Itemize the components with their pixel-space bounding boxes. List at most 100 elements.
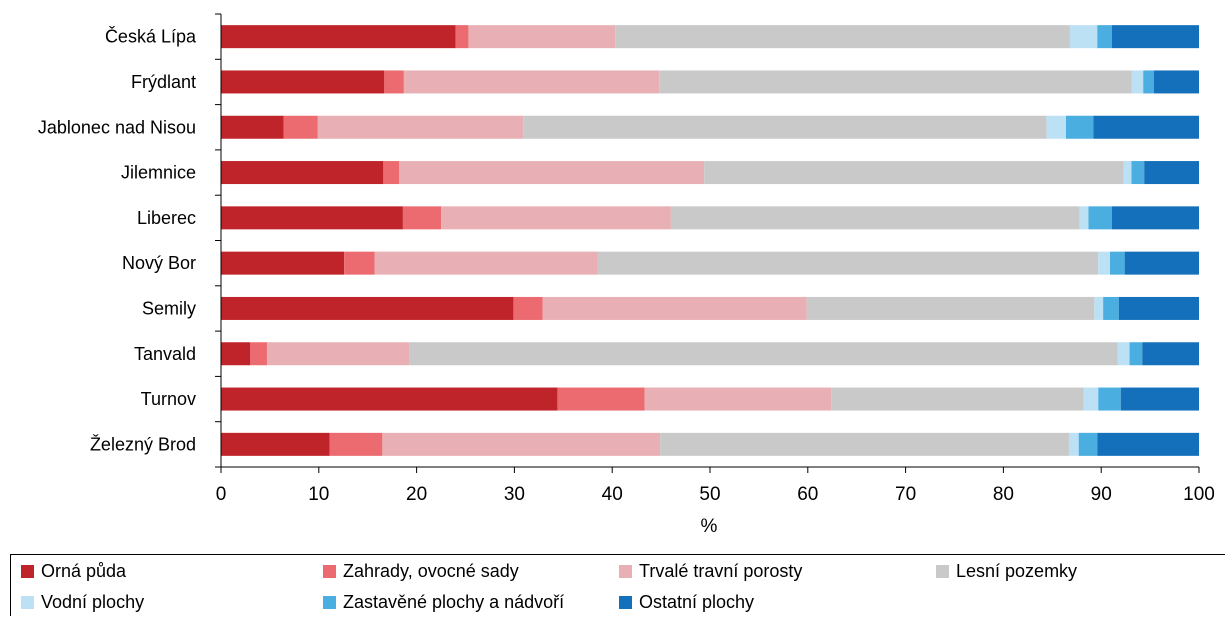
- legend-label: Zastavěné plochy a nádvoří: [343, 592, 565, 612]
- x-tick-label: 100: [1183, 484, 1215, 505]
- legend-swatch: [936, 565, 949, 578]
- bar-segment-10-2: [329, 432, 383, 456]
- bar-segment-5-6: [1088, 206, 1112, 230]
- bar-segment-8-6: [1129, 342, 1143, 366]
- x-tick-label: 50: [699, 484, 720, 505]
- legend-item: Orná půda: [21, 561, 126, 582]
- legend-item: Zastavěné plochy a nádvoří: [323, 592, 564, 613]
- y-tick-label: Jilemnice: [121, 163, 196, 183]
- bar-segment-7-5: [1094, 296, 1104, 320]
- bar-segment-6-3: [374, 251, 598, 275]
- bar-segment-3-3: [317, 115, 524, 139]
- bar-segment-1-4: [615, 25, 1070, 49]
- bar-segment-9-7: [1120, 387, 1199, 411]
- bar-segment-8-3: [266, 342, 410, 366]
- bar-segment-3-7: [1093, 115, 1199, 139]
- bar-segment-2-7: [1154, 70, 1199, 94]
- bar-segment-6-5: [1098, 251, 1111, 275]
- x-tick-label: 0: [216, 484, 227, 505]
- bar-segment-4-1: [221, 161, 384, 185]
- bar-segment-8-5: [1117, 342, 1130, 366]
- y-tick-label: Frýdlant: [131, 72, 196, 92]
- bar-segment-1-5: [1069, 25, 1098, 49]
- bar-segment-5-4: [670, 206, 1080, 230]
- bar-segment-9-3: [644, 387, 832, 411]
- bar-segment-1-6: [1097, 25, 1112, 49]
- bar-segment-8-1: [221, 342, 251, 366]
- x-tick-label: 80: [993, 484, 1014, 505]
- x-axis-label: %: [701, 516, 718, 537]
- bar-segment-5-2: [402, 206, 442, 230]
- bar-segment-4-2: [383, 161, 399, 185]
- y-tick-label: Jablonec nad Nisou: [38, 117, 196, 137]
- bar-segment-1-2: [455, 25, 469, 49]
- legend-swatch: [21, 565, 34, 578]
- bar-segment-2-4: [659, 70, 1132, 94]
- legend-swatch: [21, 596, 34, 609]
- bar-segment-1-7: [1111, 25, 1199, 49]
- bar-segment-9-5: [1083, 387, 1099, 411]
- bar-segment-6-2: [344, 251, 375, 275]
- bar-segment-2-1: [221, 70, 385, 94]
- x-tick-label: 40: [602, 484, 623, 505]
- legend-item: Vodní plochy: [21, 592, 144, 613]
- y-tick-label: Turnov: [141, 389, 196, 409]
- y-tick-label: Železný Brod: [90, 434, 196, 454]
- legend-item: Zahrady, ovocné sady: [323, 561, 519, 582]
- bar-segment-2-3: [403, 70, 660, 94]
- bar-segment-5-7: [1111, 206, 1199, 230]
- legend-swatch: [323, 596, 336, 609]
- bar-segment-6-7: [1124, 251, 1199, 275]
- bar-segment-6-6: [1110, 251, 1125, 275]
- legend-swatch: [619, 565, 632, 578]
- y-tick-label: Tanvald: [134, 344, 196, 364]
- bar-segment-7-6: [1103, 296, 1119, 320]
- legend-label: Vodní plochy: [41, 592, 145, 612]
- bar-segment-8-2: [250, 342, 267, 366]
- bar-segment-8-7: [1142, 342, 1199, 366]
- bar-segment-6-4: [597, 251, 1099, 275]
- bar-segment-8-4: [409, 342, 1118, 366]
- bar-segment-1-1: [221, 25, 456, 49]
- x-tick-label: 90: [1091, 484, 1112, 505]
- bar-segment-4-3: [398, 161, 705, 185]
- bar-segment-5-3: [441, 206, 671, 230]
- bar-segment-2-2: [384, 70, 404, 94]
- bar-segment-10-1: [221, 432, 330, 456]
- y-tick-label: Nový Bor: [122, 253, 196, 273]
- bar-segment-9-2: [557, 387, 645, 411]
- bar-segment-7-4: [806, 296, 1095, 320]
- bar-segment-9-6: [1098, 387, 1121, 411]
- bar-segment-2-5: [1131, 70, 1144, 94]
- x-tick-label: 60: [797, 484, 818, 505]
- legend-label: Trvalé travní porosty: [639, 561, 803, 581]
- x-tick-label: 30: [504, 484, 525, 505]
- bar-segment-10-5: [1068, 432, 1079, 456]
- bar-segment-4-5: [1123, 161, 1132, 185]
- bar-segment-5-5: [1079, 206, 1089, 230]
- bar-segment-4-4: [704, 161, 1124, 185]
- bar-segment-10-6: [1078, 432, 1098, 456]
- legend-label: Lesní pozemky: [956, 561, 1078, 581]
- legend-item: Ostatní plochy: [619, 592, 754, 613]
- legend-label: Orná půda: [41, 561, 127, 581]
- bars-group: [221, 25, 1199, 456]
- y-tick-label: Česká Lípa: [105, 26, 197, 47]
- bar-segment-4-6: [1131, 161, 1145, 185]
- bar-segment-5-1: [221, 206, 403, 230]
- x-tick-label: 10: [308, 484, 329, 505]
- bar-segment-4-7: [1144, 161, 1199, 185]
- bar-segment-10-7: [1097, 432, 1199, 456]
- legend: Orná půda Zahrady, ovocné sady Trvalé trav…: [10, 554, 1225, 616]
- legend-item: Trvalé travní porosty: [619, 561, 802, 582]
- bar-segment-9-4: [831, 387, 1084, 411]
- legend-swatch: [323, 565, 336, 578]
- bar-segment-3-1: [221, 115, 284, 139]
- axes-group: Česká Lípa Frýdlant Jablonec nad Nisou Jile…: [38, 13, 1215, 505]
- legend-label: Ostatní plochy: [639, 592, 755, 612]
- y-tick-label: Liberec: [137, 208, 196, 228]
- legend-item: Lesní pozemky: [936, 561, 1077, 582]
- bar-segment-2-6: [1143, 70, 1155, 94]
- bar-segment-6-1: [221, 251, 345, 275]
- bar-segment-3-6: [1065, 115, 1094, 139]
